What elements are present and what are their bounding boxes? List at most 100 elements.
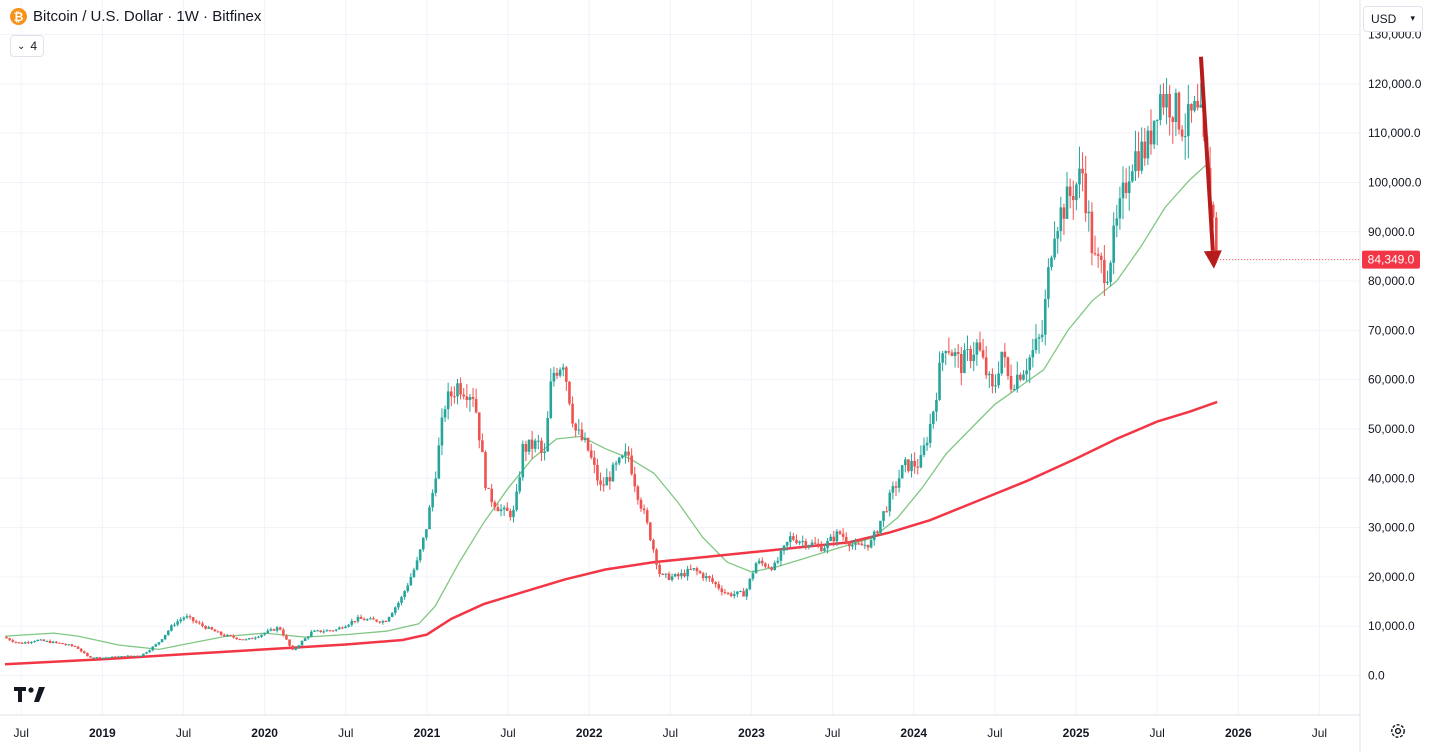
- candle-down: [328, 630, 332, 632]
- time-tick-label: Jul: [1312, 726, 1327, 740]
- candle-up: [1165, 93, 1168, 108]
- candle-up: [266, 630, 270, 634]
- candle-down: [229, 634, 232, 636]
- candle-up: [163, 634, 167, 640]
- candle-down: [683, 573, 686, 577]
- candle-down: [1143, 141, 1147, 159]
- candle-up: [533, 440, 537, 449]
- candle-up: [779, 550, 783, 561]
- candle-up: [621, 455, 624, 458]
- candle-up: [387, 616, 391, 622]
- candle-up: [1106, 281, 1109, 284]
- candle-up: [294, 647, 298, 650]
- candle-down: [633, 474, 637, 487]
- candle-down: [636, 486, 640, 500]
- gear-icon[interactable]: [1389, 722, 1407, 740]
- currency-select[interactable]: USD ▾: [1363, 6, 1423, 32]
- candle-down: [123, 656, 127, 658]
- candle-down: [723, 592, 727, 594]
- candle-down: [959, 354, 963, 373]
- candle-up: [437, 445, 441, 479]
- candle-down: [216, 631, 220, 633]
- candle-up: [1053, 238, 1056, 258]
- candle-down: [764, 563, 767, 567]
- candle-down: [848, 542, 851, 547]
- candle-up: [400, 597, 403, 603]
- candle-down: [701, 573, 705, 579]
- candle-up: [882, 511, 885, 521]
- time-tick-label: Jul: [987, 726, 1002, 740]
- candle-down: [191, 617, 195, 622]
- candle-up: [247, 638, 251, 640]
- candle-up: [888, 492, 892, 512]
- time-tick-label: 2025: [1063, 726, 1090, 740]
- candle-up: [160, 639, 164, 643]
- candle-down: [372, 618, 375, 620]
- candle-up: [170, 625, 173, 631]
- candle-up: [1022, 374, 1025, 380]
- candle-up: [325, 630, 329, 632]
- candle-down: [813, 542, 817, 544]
- candle-up: [963, 349, 966, 373]
- candle-up: [418, 549, 422, 561]
- candle-down: [729, 593, 733, 596]
- candle-up: [446, 391, 450, 410]
- candle-up: [350, 621, 354, 625]
- candle-up: [1127, 181, 1131, 194]
- candle-down: [714, 581, 717, 585]
- candle-up: [543, 451, 546, 453]
- candle-up: [605, 477, 609, 486]
- candle-up: [798, 541, 801, 544]
- candle-up: [338, 627, 341, 630]
- candle-up: [922, 445, 926, 455]
- candle-down: [20, 642, 24, 644]
- candle-up: [182, 617, 186, 620]
- candle-down: [1068, 186, 1072, 196]
- candle-down: [1171, 117, 1175, 122]
- candle-down: [698, 571, 702, 574]
- candle-up: [835, 531, 839, 542]
- candle-down: [1096, 254, 1100, 256]
- candle-down: [1090, 211, 1094, 254]
- candle-down: [1211, 204, 1215, 218]
- candle-up: [1121, 182, 1125, 199]
- symbol-legend[interactable]: ₿ Bitcoin / U.S. Dollar · 1W · Bitfinex: [10, 8, 261, 25]
- candle-down: [984, 357, 988, 376]
- candle-down: [568, 381, 571, 404]
- candle-up: [110, 656, 114, 658]
- candle-up: [1199, 104, 1203, 108]
- candle-up: [1078, 168, 1081, 185]
- candle-up: [316, 630, 319, 632]
- time-axis[interactable]: Jul 2019 Jul 2020 Jul 2021 Jul 2022 Jul 2023 Jul 20…: [14, 726, 1328, 740]
- price-tick-label: 100,000.0: [1368, 175, 1422, 189]
- candle-up: [344, 626, 347, 629]
- candle-down: [135, 655, 139, 657]
- candle-down: [505, 507, 509, 511]
- candle-up: [863, 544, 867, 546]
- tradingview-logo-icon[interactable]: [14, 686, 46, 704]
- candle-down: [70, 644, 74, 646]
- time-tick-label: Jul: [338, 726, 353, 740]
- candle-up: [1025, 370, 1028, 375]
- candle-down: [1162, 94, 1165, 108]
- indicators-toggle-button[interactable]: ⌄ 4: [10, 35, 45, 57]
- candle-up: [1040, 334, 1044, 338]
- candle-down: [490, 488, 494, 503]
- candle-up: [966, 348, 969, 350]
- candle-down: [55, 641, 58, 643]
- candle-down: [565, 367, 568, 382]
- candle-up: [1193, 100, 1196, 111]
- price-axis[interactable]: 130,000.0120,000.0110,000.0100,000.090,0…: [1362, 28, 1422, 683]
- candle-down: [129, 655, 133, 657]
- candlesticks: [5, 78, 1218, 660]
- candle-up: [132, 655, 136, 657]
- candle-down: [860, 543, 864, 546]
- candle-down: [201, 623, 204, 626]
- candle-down: [770, 567, 773, 570]
- time-tick-label: 2019: [89, 726, 116, 740]
- candle-down: [378, 621, 382, 623]
- candle-down: [596, 464, 599, 481]
- candle-up: [415, 560, 419, 570]
- candle-down: [981, 350, 985, 358]
